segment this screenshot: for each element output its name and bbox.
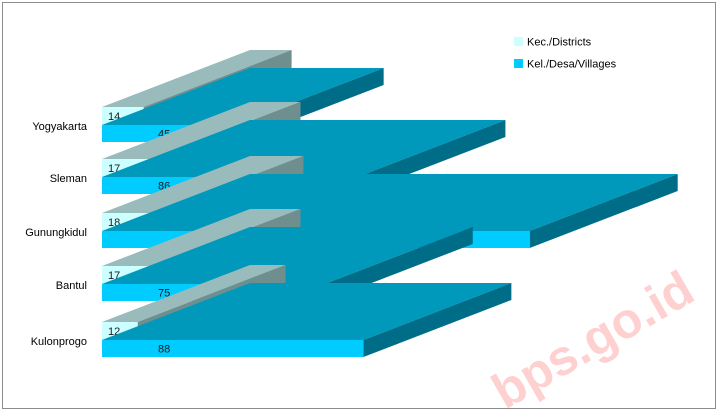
watermark: bps.go.id [483,260,703,413]
bar-kulonprogo-districts-top [102,265,286,322]
bar-kulonprogo-villages-front [102,340,364,357]
legend-label-kec-districts: Kec./Districts [527,37,592,49]
bar-gunungkidul-villages-side [529,174,678,248]
bar-gunungkidul-districts-top [102,156,304,213]
bar-bantul-villages-value-label: 75 [158,288,170,300]
category-label-kulonprogo: Kulonprogo [31,336,87,348]
category-labels: Yogyakarta Sleman Gunungkidul Bantul Kulonpr… [25,121,88,348]
bar-yogyakarta-villages-top [102,68,384,125]
legend-swatch-kel-desa-villages [514,59,523,68]
bar-kulonprogo-villages-value-label: 88 [158,344,170,356]
category-label-bantul: Bantul [56,280,87,292]
bar-sleman-villages-top [102,120,506,177]
legend-swatch-kec-districts [514,37,523,46]
bar-bantul-districts-top [102,209,301,266]
bar-kulonprogo-villages: 88 [102,283,512,357]
bar-yogyakarta-districts-top [102,50,292,107]
category-label-sleman: Sleman [50,173,87,185]
category-label-yogyakarta: Yogyakarta [32,121,88,133]
bar-bantul-villages-side [324,227,473,301]
legend-label-kel-desa-villages: Kel./Desa/Villages [527,59,617,71]
bar-kulonprogo-villages-top [102,283,512,340]
bar-kulonprogo-villages-side [363,283,512,357]
legend: Kec./Districts Kel./Desa/Villages [514,37,617,71]
category-label-gunungkidul: Gunungkidul [25,227,87,239]
bar-sleman-districts-top [102,102,301,159]
bar-bantul-villages-top [102,227,473,284]
bars-layer: 144517861814417751288 [102,50,678,357]
